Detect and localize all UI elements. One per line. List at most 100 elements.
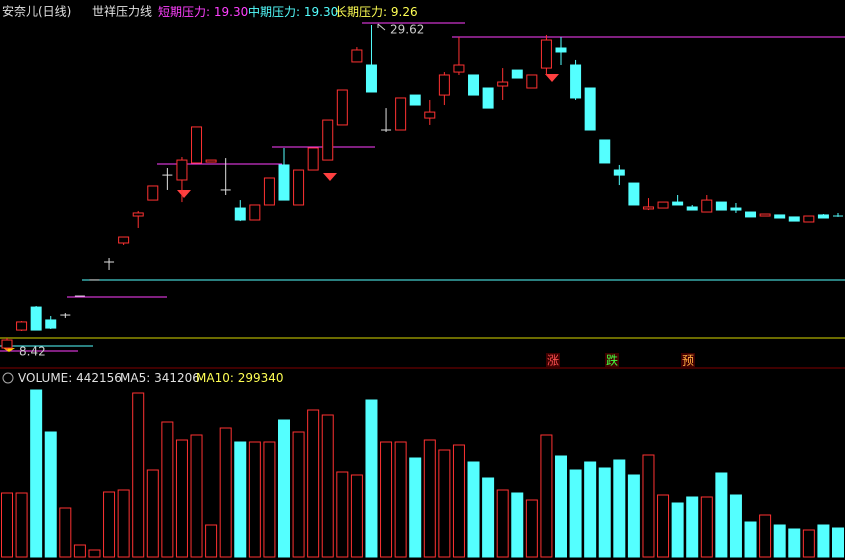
candle-body xyxy=(351,49,363,63)
value: 19.30 xyxy=(304,5,338,19)
long-label: 长期压力: 9.26 xyxy=(335,5,418,19)
volume-bar xyxy=(598,467,611,558)
stock-name: 安奈儿(日线) xyxy=(2,4,71,19)
low-label: 8.42 xyxy=(19,345,46,359)
label: 短期压力: xyxy=(158,5,210,19)
label: VOLUME: xyxy=(18,371,72,385)
button-text[interactable]: 预 xyxy=(682,354,694,368)
candle-body xyxy=(759,213,771,217)
candle-body xyxy=(526,74,538,89)
candle-body xyxy=(395,97,407,131)
candle-body xyxy=(468,74,480,96)
label: MA5: xyxy=(120,371,150,385)
candle-body xyxy=(715,201,727,211)
diamond xyxy=(177,190,191,198)
button-text[interactable]: 跌 xyxy=(606,353,618,368)
volume-bar xyxy=(569,469,582,558)
volume-bar xyxy=(496,489,509,558)
candle-body xyxy=(132,212,144,217)
candle-body xyxy=(438,74,450,96)
button[interactable] xyxy=(546,353,560,368)
volume-bar xyxy=(627,474,640,558)
volume-bar xyxy=(30,389,43,558)
high-label: 29.62 xyxy=(390,23,424,37)
volume-bar xyxy=(394,441,407,558)
candle-body xyxy=(1,339,13,349)
candle-body xyxy=(30,306,42,331)
volume-bar xyxy=(103,491,116,558)
candle-body xyxy=(613,169,625,176)
candle-body xyxy=(657,201,669,209)
volume-legend: VOLUME: 442156 xyxy=(18,371,122,385)
candle-body xyxy=(263,177,275,206)
candle-body xyxy=(234,207,246,221)
signals xyxy=(177,74,559,198)
candle-body xyxy=(540,39,552,69)
candle-body xyxy=(409,94,421,106)
volume-bar xyxy=(671,502,684,558)
candle-body xyxy=(293,169,305,206)
candle-body xyxy=(147,185,159,201)
volume-bar xyxy=(525,499,538,558)
diamond xyxy=(323,173,337,181)
volume-bar xyxy=(657,494,670,558)
candle-body xyxy=(176,159,188,181)
volume-bar xyxy=(729,494,742,558)
volume-bar xyxy=(817,524,830,558)
high-arrow xyxy=(377,23,386,31)
panel-icon[interactable] xyxy=(2,372,14,384)
candle-body xyxy=(817,214,829,219)
candle-body xyxy=(322,119,334,161)
volume-bar xyxy=(788,528,801,558)
candle-body xyxy=(745,211,757,218)
candle-body xyxy=(365,64,377,93)
button[interactable] xyxy=(681,353,695,368)
candle-body xyxy=(599,139,611,164)
candle-body xyxy=(249,204,261,221)
candle-body xyxy=(672,201,684,206)
volume-bar xyxy=(773,524,786,558)
volume-bar xyxy=(307,409,320,558)
volume-bar xyxy=(555,455,567,558)
ma10-legend: MA10: 299340 xyxy=(196,371,284,385)
volume-bar xyxy=(278,419,290,558)
volume-bar xyxy=(686,496,699,558)
volume-bar xyxy=(234,441,247,558)
candle-body xyxy=(642,206,654,210)
button-text[interactable]: 涨 xyxy=(547,353,559,368)
volume-bar xyxy=(175,439,188,558)
candle-body xyxy=(16,321,28,331)
diamond xyxy=(545,74,559,82)
volume-bar xyxy=(59,507,72,558)
volume-bar xyxy=(715,472,728,558)
volume-bar xyxy=(409,457,422,558)
volume-bar xyxy=(73,544,86,558)
candle-body xyxy=(424,111,436,119)
value: 442156 xyxy=(76,371,122,385)
low-arrow xyxy=(3,348,15,352)
button[interactable] xyxy=(605,353,619,368)
candle-body xyxy=(278,164,290,201)
volume-bar xyxy=(452,444,465,558)
volume-bar xyxy=(365,399,378,558)
volume-bar xyxy=(584,461,597,558)
candle-body xyxy=(774,214,786,219)
value: 19.30 xyxy=(214,5,248,19)
volume-bar xyxy=(467,461,480,558)
volume-bar xyxy=(44,431,57,558)
volume-bar xyxy=(117,489,130,558)
candle-body xyxy=(453,64,465,73)
volume-bar xyxy=(423,439,436,558)
volume-bar xyxy=(642,454,655,558)
candle-body xyxy=(191,126,203,164)
value: 299340 xyxy=(238,371,284,385)
volume-bar xyxy=(248,441,261,558)
volume-bar xyxy=(802,529,815,558)
candle-body xyxy=(788,216,800,222)
volume-bar xyxy=(161,421,174,558)
candle-body xyxy=(118,236,130,244)
volume-bar xyxy=(832,527,844,558)
indicator-name: 世祥压力线 xyxy=(92,5,152,19)
candle-body xyxy=(570,64,582,99)
